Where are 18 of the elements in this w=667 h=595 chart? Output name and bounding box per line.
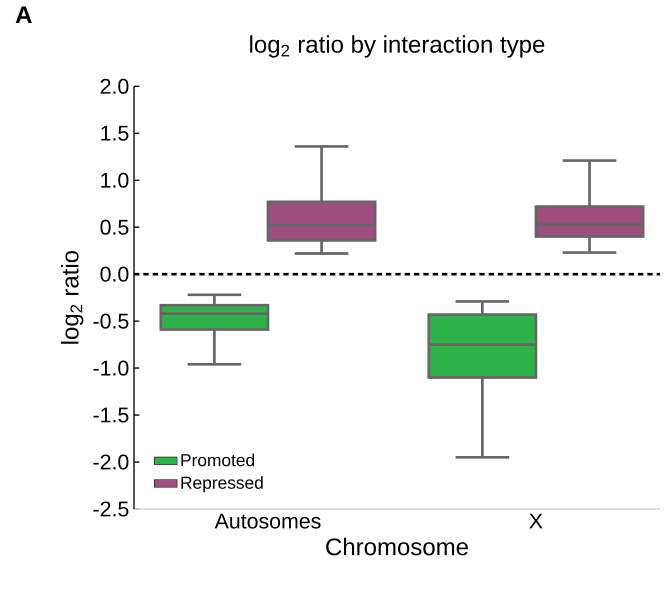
y-tick-label: -2.5 — [93, 501, 128, 517]
y-tick-label: 0.0 — [100, 266, 128, 282]
y-tick-label: -1.0 — [93, 360, 128, 376]
y-tick-label: 1.5 — [101, 126, 128, 141]
legend-label: Repressed — [181, 476, 263, 492]
x-tick-label: X — [529, 514, 543, 528]
text: A — [16, 6, 32, 24]
y-tick-label: 2.0 — [100, 78, 128, 94]
y-axis-title: log$_{2}$ ratio — [61, 250, 84, 344]
y-tick-label: -0.5 — [93, 314, 128, 329]
legend-label: Promoted — [181, 454, 254, 466]
y-tick-label: 1.0 — [101, 172, 128, 188]
y-tick-label: -1.5 — [93, 408, 128, 423]
x-axis-title: Chromosome — [326, 538, 468, 556]
y-tick-label: 0.5 — [100, 220, 128, 235]
chart-title: log$_{2}$ ratio by interaction type — [250, 35, 544, 58]
y-tick-label: -2.0 — [93, 454, 128, 470]
x-tick-label: Autosomes — [214, 514, 321, 529]
